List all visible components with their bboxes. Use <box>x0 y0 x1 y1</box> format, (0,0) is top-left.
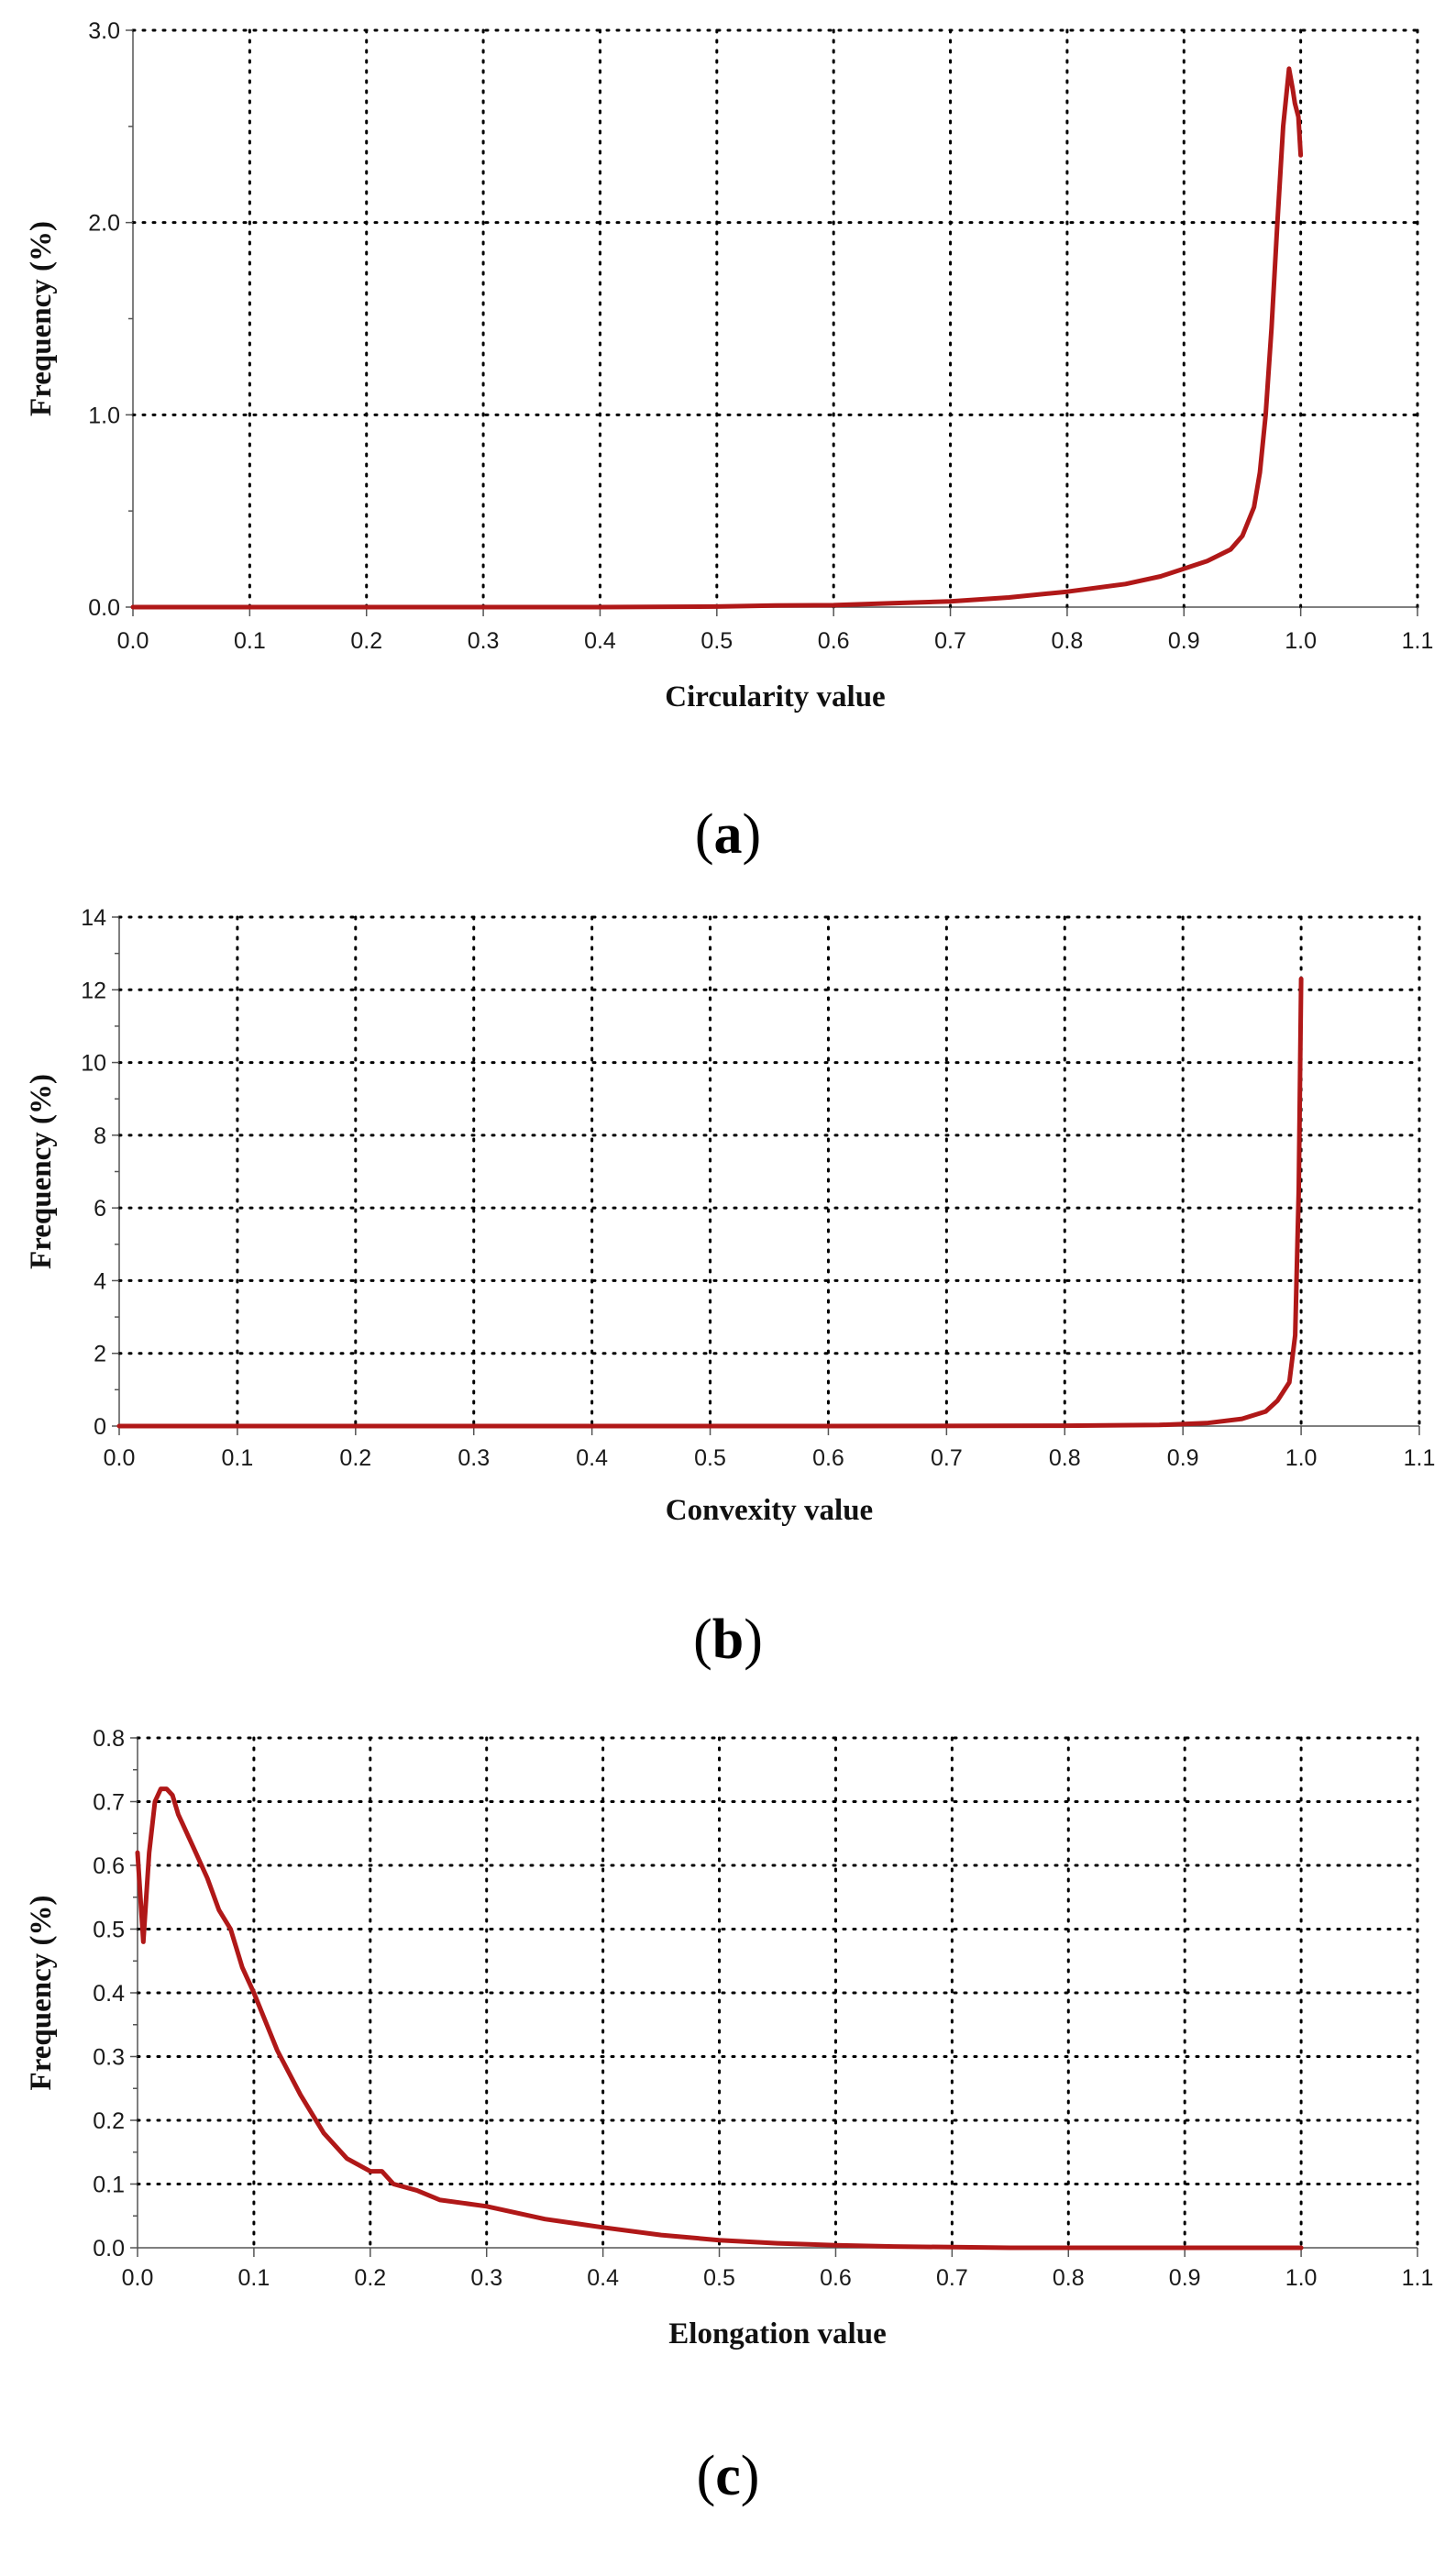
y-axis-title: Frequency (%) <box>25 221 58 416</box>
x-tick-label: 1.1 <box>1404 1445 1436 1471</box>
y-tick-label: 0 <box>94 1414 106 1440</box>
x-tick-label: 0.8 <box>1052 628 1084 654</box>
x-tick-label: 0.8 <box>1053 2265 1085 2291</box>
x-tick-label: 0.7 <box>934 628 966 654</box>
x-tick-label: 0.1 <box>238 2265 270 2291</box>
y-tick-label: 14 <box>81 905 106 931</box>
x-tick-label: 0.3 <box>468 628 500 654</box>
x-tick-label: 0.7 <box>936 2265 968 2291</box>
x-tick-label: 0.2 <box>354 2265 386 2291</box>
series-line <box>116 976 1304 1429</box>
x-tick-label: 0.6 <box>820 2265 852 2291</box>
x-tick-label: 0.9 <box>1169 2265 1201 2291</box>
x-tick-label: 0.6 <box>812 1445 844 1471</box>
x-tick-label: 0.2 <box>339 1445 371 1471</box>
x-tick-label: 0.2 <box>350 628 382 654</box>
y-tick-label: 2.0 <box>88 211 120 237</box>
y-axis-title: Frequency (%) <box>25 1074 58 1269</box>
x-tick-label: 0.4 <box>587 2265 619 2291</box>
y-tick-label: 3.0 <box>88 18 120 44</box>
y-tick-label: 1.0 <box>88 403 120 428</box>
x-tick-label: 0.9 <box>1168 628 1200 654</box>
x-tick-label: 0.9 <box>1167 1445 1199 1471</box>
y-axis-title: Frequency (%) <box>25 1896 58 2091</box>
x-axis-title: Circularity value <box>665 680 885 713</box>
x-tick-label: 0.8 <box>1049 1445 1081 1471</box>
x-tick-label: 1.1 <box>1402 2265 1434 2291</box>
y-tick-label: 0.0 <box>88 595 120 621</box>
x-axis-title: Convexity value <box>666 1494 873 1527</box>
x-tick-label: 0.7 <box>931 1445 963 1471</box>
y-tick-label: 0.2 <box>93 2108 125 2134</box>
y-tick-label: 0.3 <box>93 2045 125 2071</box>
y-tick-label: 0.8 <box>93 1726 125 1752</box>
series-line <box>135 1786 1304 2251</box>
x-tick-label: 0.0 <box>117 628 149 654</box>
x-tick-label: 0.5 <box>694 1445 726 1471</box>
y-tick-label: 2 <box>94 1342 106 1367</box>
y-tick-label: 6 <box>94 1196 106 1222</box>
x-tick-label: 0.6 <box>818 628 850 654</box>
x-tick-label: 1.0 <box>1285 628 1317 654</box>
x-tick-label: 0.5 <box>703 2265 735 2291</box>
y-tick-label: 0.0 <box>93 2236 125 2262</box>
y-tick-label: 0.4 <box>93 1981 125 2007</box>
x-tick-label: 0.1 <box>234 628 266 654</box>
y-tick-label: 4 <box>94 1268 106 1294</box>
x-tick-label: 0.3 <box>458 1445 490 1471</box>
x-tick-label: 0.0 <box>104 1445 136 1471</box>
x-tick-label: 0.1 <box>222 1445 254 1471</box>
chart-panel-a: 0.0 0.1 0.2 0.3 0.4 0.5 0.6 0.7 0.8 0.9 1.0 1.1 0.0 1… <box>25 18 1433 866</box>
x-tick-label: 1.0 <box>1285 1445 1318 1471</box>
panel-label: (b) <box>693 1609 763 1671</box>
y-tick-label: 0.5 <box>93 1918 125 1943</box>
y-tick-label: 12 <box>81 978 106 1003</box>
chart-panel-b: 0.0 0.1 0.2 0.3 0.4 0.5 0.6 0.7 0.8 0.9 1.0 1.1 0 2 4 6… <box>25 905 1435 1671</box>
x-tick-label: 0.5 <box>700 628 733 654</box>
series-line <box>130 66 1304 610</box>
x-tick-label: 1.1 <box>1402 628 1434 654</box>
y-tick-label: 0.7 <box>93 1790 125 1816</box>
y-tick-label: 0.1 <box>93 2173 125 2198</box>
x-tick-label: 0.4 <box>584 628 616 654</box>
x-tick-label: 0.3 <box>470 2265 502 2291</box>
chart-panel-c: 0.0 0.1 0.2 0.3 0.4 0.5 0.6 0.7 0.8 0.9 1.0 1.1 0.0 0… <box>25 1726 1433 2507</box>
panel-label: (c) <box>697 2445 760 2507</box>
y-tick-label: 8 <box>94 1123 106 1149</box>
x-tick-label: 1.0 <box>1285 2265 1318 2291</box>
x-axis-title: Elongation value <box>668 2317 886 2350</box>
x-tick-label: 0.0 <box>122 2265 154 2291</box>
panel-label: (a) <box>695 803 761 866</box>
y-tick-label: 10 <box>81 1051 106 1077</box>
x-tick-label: 0.4 <box>576 1445 608 1471</box>
y-tick-label: 0.6 <box>93 1853 125 1879</box>
